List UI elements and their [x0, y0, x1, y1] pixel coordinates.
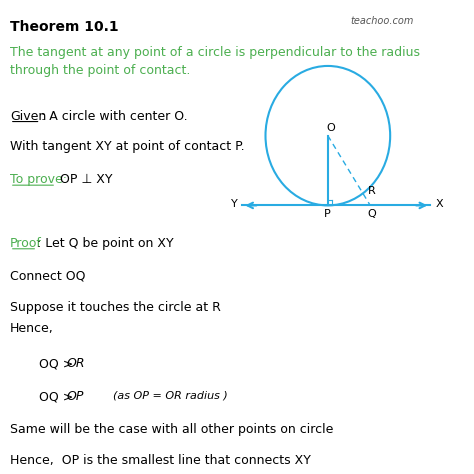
Text: Q: Q	[367, 209, 376, 219]
Text: OP ⊥ XY: OP ⊥ XY	[56, 173, 113, 186]
Text: Y: Y	[230, 200, 237, 210]
Text: Suppose it touches the circle at R: Suppose it touches the circle at R	[10, 301, 221, 314]
Text: The tangent at any point of a circle is perpendicular to the radius
through the : The tangent at any point of a circle is …	[10, 46, 420, 77]
Text: P: P	[324, 209, 330, 219]
Text: X: X	[435, 200, 443, 210]
Text: OQ >: OQ >	[39, 357, 78, 370]
Text: R: R	[368, 186, 376, 196]
Text: O: O	[326, 123, 335, 133]
Text: OP: OP	[67, 390, 84, 403]
Text: With tangent XY at point of contact P.: With tangent XY at point of contact P.	[10, 140, 245, 154]
Text: Proof: Proof	[10, 237, 42, 250]
Text: Same will be the case with all other points on circle: Same will be the case with all other poi…	[10, 423, 333, 436]
Text: : A circle with center O.: : A circle with center O.	[41, 110, 187, 123]
Text: To prove:: To prove:	[10, 173, 67, 186]
Text: Given: Given	[10, 110, 46, 123]
Text: : Let Q be point on XY: : Let Q be point on XY	[37, 237, 174, 250]
Text: Theorem 10.1: Theorem 10.1	[10, 20, 118, 34]
Text: OR: OR	[67, 357, 85, 370]
Text: Hence,  OP is the smallest line that connects XY: Hence, OP is the smallest line that conn…	[10, 454, 310, 467]
Text: Connect OQ: Connect OQ	[10, 270, 85, 283]
Text: teachoo.com: teachoo.com	[351, 16, 414, 26]
Text: OQ >: OQ >	[39, 390, 78, 403]
Text: Hence,: Hence,	[10, 322, 54, 335]
Text: (as OP = OR radius ): (as OP = OR radius )	[113, 390, 228, 400]
